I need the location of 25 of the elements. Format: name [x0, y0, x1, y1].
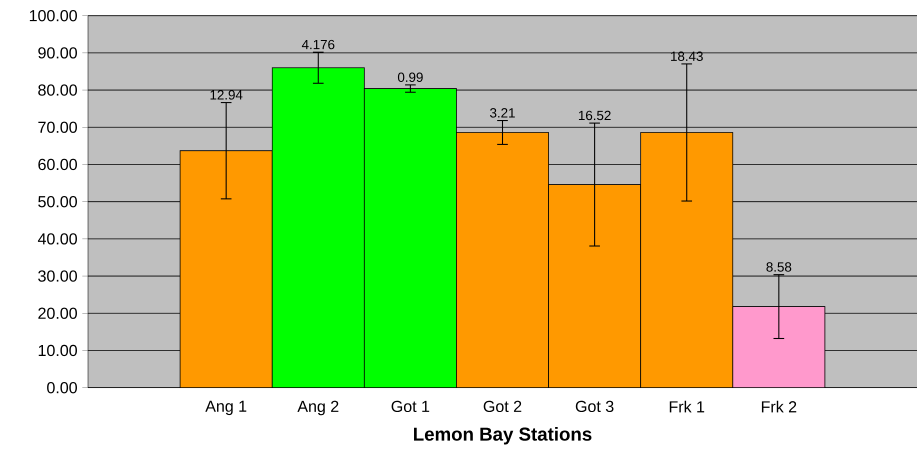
x-tick-label: Got 3: [576, 400, 614, 412]
x-tick-label: Frk 1: [670, 400, 704, 412]
x-tick-label: Ang 1: [205, 400, 246, 416]
y-tick-label: 60.00: [38, 158, 77, 170]
y-tick-label: 80.00: [38, 84, 77, 96]
annotation: 4.176: [302, 40, 334, 50]
y-tick-label: 10.00: [38, 344, 77, 356]
x-axis-title: Lemon Bay Stations: [414, 427, 592, 444]
annotation: 8.58: [766, 262, 792, 272]
y-tick-label: 20.00: [38, 308, 77, 319]
y-tick-label: 90.00: [38, 47, 77, 59]
y-tick-label: 30.00: [38, 270, 77, 282]
y-tick-label: 50.00: [38, 196, 77, 208]
annotation: 0.99: [398, 72, 423, 82]
y-tick-label: 100.00: [30, 10, 77, 22]
x-tick-label: Ang 2: [297, 400, 338, 416]
annotation: 12.94: [210, 90, 242, 100]
x-tick-label: Got 1: [392, 400, 430, 412]
x-tick-label: Got 2: [484, 400, 522, 412]
annotation: 16.52: [578, 110, 611, 120]
y-tick-label: 40.00: [38, 233, 77, 245]
annotation: 3.21: [490, 108, 515, 118]
x-tick-label: Frk 2: [762, 400, 796, 412]
y-tick-label: 0.00: [47, 382, 77, 394]
y-tick-label: 70.00: [38, 122, 77, 133]
